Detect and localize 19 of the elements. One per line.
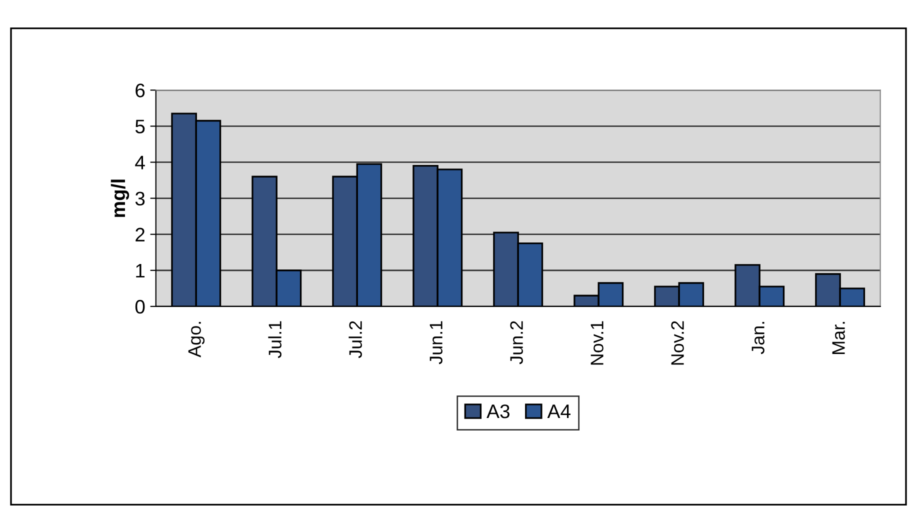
y-tick-label: 6 — [136, 84, 145, 98]
y-tick-label: 4 — [135, 156, 145, 170]
x-tick-label: Nov.2 — [671, 321, 684, 365]
y-tick-label: 3 — [135, 192, 145, 206]
legend-label: A4 — [547, 404, 570, 418]
y-tick-label: 0 — [135, 300, 145, 314]
x-tick-label: Jul.1 — [268, 321, 282, 358]
x-tick-label: Jan. — [752, 322, 764, 354]
x-tick-label: Jul.2 — [348, 321, 362, 358]
x-tick-label: Jun.2 — [510, 321, 523, 364]
x-tick-label: Jun.1 — [430, 321, 442, 364]
y-tick-label: 1 — [136, 264, 145, 278]
x-tick-label: Mar. — [832, 322, 845, 354]
x-tick-label: Ago. — [188, 322, 205, 358]
y-tick-label: 2 — [136, 228, 144, 242]
x-tick-label: Nov.1 — [590, 321, 604, 365]
y-tick-label: 5 — [135, 120, 145, 134]
y-axis-title: mg/l — [110, 180, 130, 217]
legend-label: A3 — [486, 404, 510, 418]
